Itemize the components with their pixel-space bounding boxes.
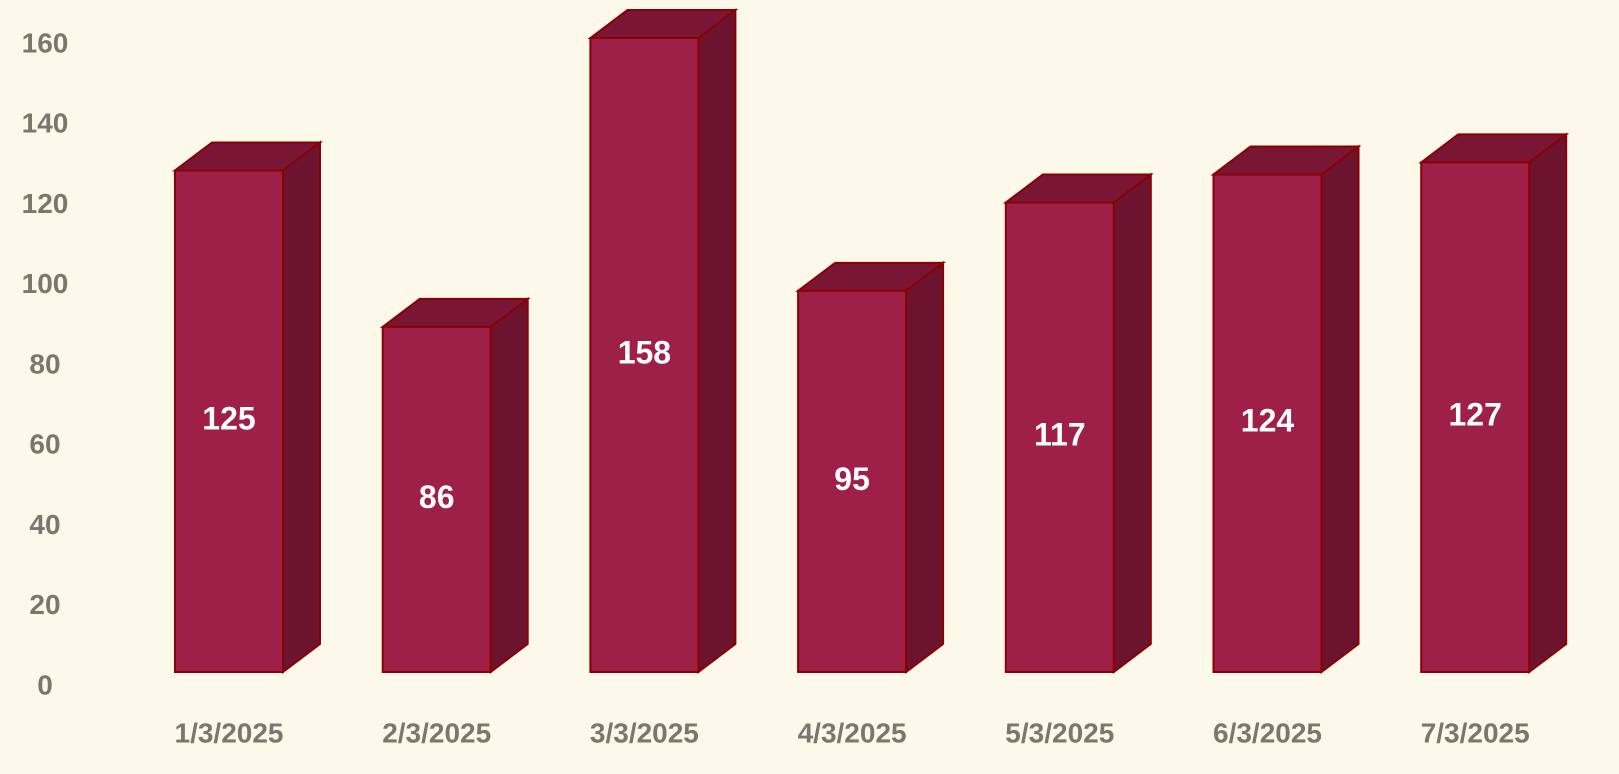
bar-side (905, 260, 945, 675)
bar-side (282, 140, 321, 675)
y-tick-label: 40 (29, 509, 60, 540)
x-tick-label: 7/3/2025 (1421, 717, 1530, 748)
bar-front (1420, 161, 1531, 673)
bar-side (1112, 172, 1152, 675)
bar (795, 260, 947, 675)
value-label: 117 (1034, 417, 1086, 453)
bar-side (697, 8, 737, 675)
x-tick-label: 6/3/2025 (1213, 717, 1322, 748)
value-label: 124 (1241, 403, 1295, 439)
value-label: 125 (202, 401, 255, 437)
value-label: 127 (1449, 397, 1502, 433)
value-label: 158 (618, 334, 671, 370)
bar (172, 140, 323, 675)
value-label: 95 (834, 461, 870, 497)
y-tick-label: 0 (37, 669, 53, 700)
x-tick-label: 5/3/2025 (1005, 717, 1114, 748)
bar-front (797, 289, 908, 673)
y-tick-label: 140 (22, 108, 69, 139)
y-tick-label: 160 (22, 27, 69, 58)
bar-front (1004, 201, 1115, 673)
y-tick-label: 60 (29, 429, 60, 460)
y-tick-label: 20 (29, 589, 60, 620)
bar-side (489, 296, 529, 675)
y-tick-label: 80 (29, 348, 60, 379)
x-tick-label: 4/3/2025 (798, 717, 907, 748)
bar-front (381, 325, 492, 673)
bar (1418, 132, 1570, 675)
value-label: 86 (419, 479, 455, 515)
x-tick-label: 3/3/2025 (590, 717, 699, 748)
bar-side (1528, 132, 1568, 675)
bar (379, 296, 531, 675)
x-tick-label: 2/3/2025 (382, 717, 491, 748)
bar (1002, 172, 1154, 675)
y-tick-label: 100 (22, 268, 69, 299)
x-tick-label: 1/3/2025 (175, 717, 284, 748)
y-tick-label: 120 (22, 188, 69, 219)
bar-front (1212, 173, 1323, 673)
bar-side (1320, 144, 1360, 675)
bar-front (174, 169, 284, 673)
bar-front (589, 37, 700, 673)
bar (1210, 144, 1362, 675)
bar (587, 8, 739, 675)
